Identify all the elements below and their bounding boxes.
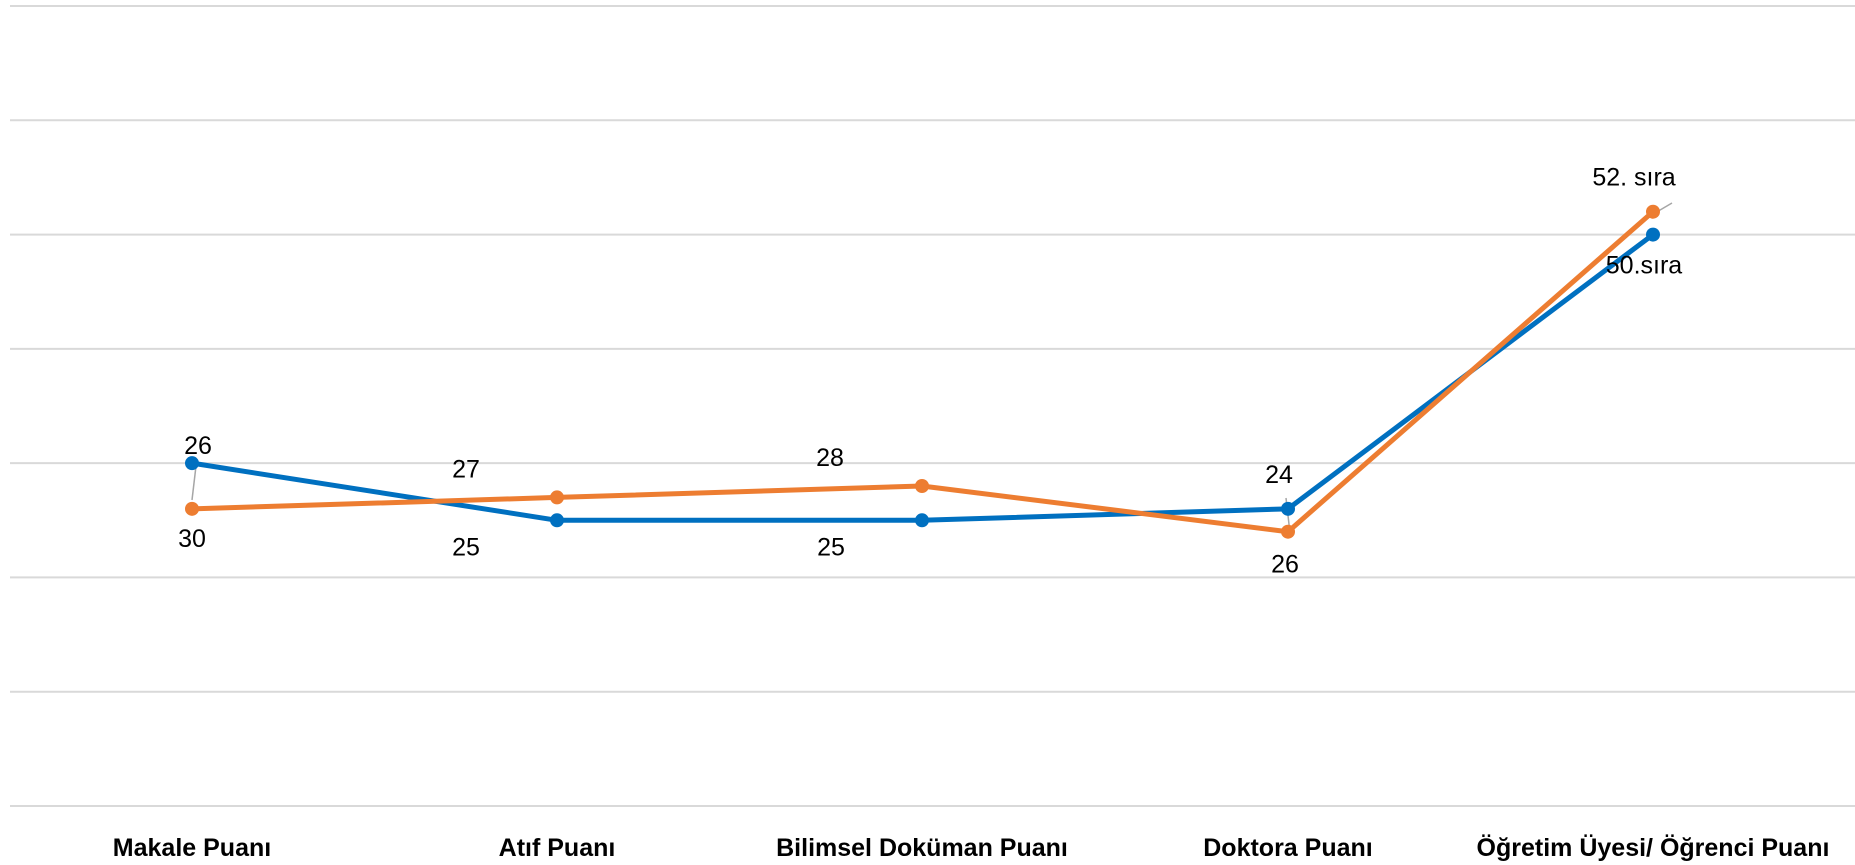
category-label: Doktora Puanı xyxy=(1203,834,1372,862)
data-point xyxy=(1281,524,1295,539)
category-axis-labels: Makale Puanı Atıf Puanı Bilimsel Doküman P… xyxy=(113,833,1830,862)
label-leader-lines xyxy=(191,202,1673,534)
data-point xyxy=(185,501,199,516)
data-label: 25 xyxy=(452,533,480,561)
series-line-1 xyxy=(189,232,1656,523)
data-label: 50.sıra xyxy=(1606,252,1683,280)
data-point xyxy=(915,479,929,493)
data-point xyxy=(550,490,564,505)
data-label: 27 xyxy=(452,455,480,483)
data-label: 24 xyxy=(1265,461,1293,489)
data-label: 28 xyxy=(816,444,844,472)
data-point xyxy=(915,513,929,528)
series-lines xyxy=(185,204,1660,539)
data-label: 25 xyxy=(817,533,845,561)
data-point xyxy=(550,513,564,528)
category-label: Makale Puanı xyxy=(113,834,271,862)
data-label: 26 xyxy=(1271,551,1299,579)
label-leader-line xyxy=(191,465,197,501)
data-label: 26 xyxy=(184,432,212,460)
category-label: Atıf Puanı xyxy=(499,834,616,862)
data-point xyxy=(1646,204,1660,219)
data-labels: 26 25 25 24 50.sıra 30 27 28 26 52. sıra xyxy=(178,164,1682,579)
gridlines xyxy=(10,5,1855,807)
data-point xyxy=(1646,227,1660,242)
data-point xyxy=(185,456,199,471)
data-label: 30 xyxy=(178,525,206,553)
data-point xyxy=(1281,501,1295,516)
category-label: Öğretim Üyesi/ Öğrenci Puanı xyxy=(1477,833,1830,862)
data-label: 52. sıra xyxy=(1592,164,1675,192)
category-label: Bilimsel Doküman Puanı xyxy=(776,834,1068,862)
